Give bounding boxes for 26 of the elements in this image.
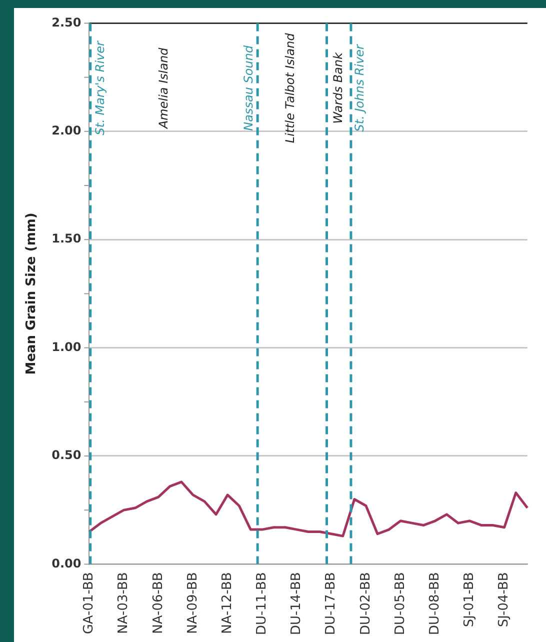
annotation: St. Mary's River: [92, 40, 107, 136]
x-tick-label: DU-08-BB: [428, 572, 443, 636]
annotation: Amelia Island: [156, 47, 170, 130]
x-tick-label: DU-11-BB: [254, 572, 270, 636]
x-tick-label: NA-03-BB: [116, 572, 132, 634]
x-tick-label: NA-06-BB: [150, 572, 166, 634]
x-tick-label: NA-12-BB: [220, 572, 235, 634]
x-tick-label: DU-02-BB: [358, 572, 374, 636]
y-tick-label: 1.00: [52, 340, 82, 354]
annotation: Nassau Sound: [242, 45, 256, 131]
annotation: Little Talbot Island: [283, 32, 298, 144]
x-tick-label: NA-09-BB: [185, 572, 200, 634]
annotation: Wards Bank: [330, 51, 345, 124]
x-tick-label: DU-17-BB: [324, 572, 339, 636]
x-tick-label: DU-05-BB: [392, 572, 408, 636]
x-tick-label: SJ-04-BB: [496, 572, 512, 628]
x-tick-label: DU-14-BB: [289, 572, 304, 636]
y-axis-title: Mean Grain Size (mm): [24, 212, 40, 375]
annotation: St. Johns River: [352, 43, 366, 132]
y-tick-label: 2.00: [52, 124, 82, 138]
y-tick-label: 0.50: [52, 448, 82, 462]
x-tick-label: SJ-01-BB: [462, 572, 478, 628]
y-tick-label: 2.50: [52, 15, 82, 30]
x-tick-label: GA-01-BB: [82, 572, 97, 634]
y-tick-label: 1.50: [52, 232, 82, 246]
y-tick-label: 0.00: [52, 556, 82, 570]
